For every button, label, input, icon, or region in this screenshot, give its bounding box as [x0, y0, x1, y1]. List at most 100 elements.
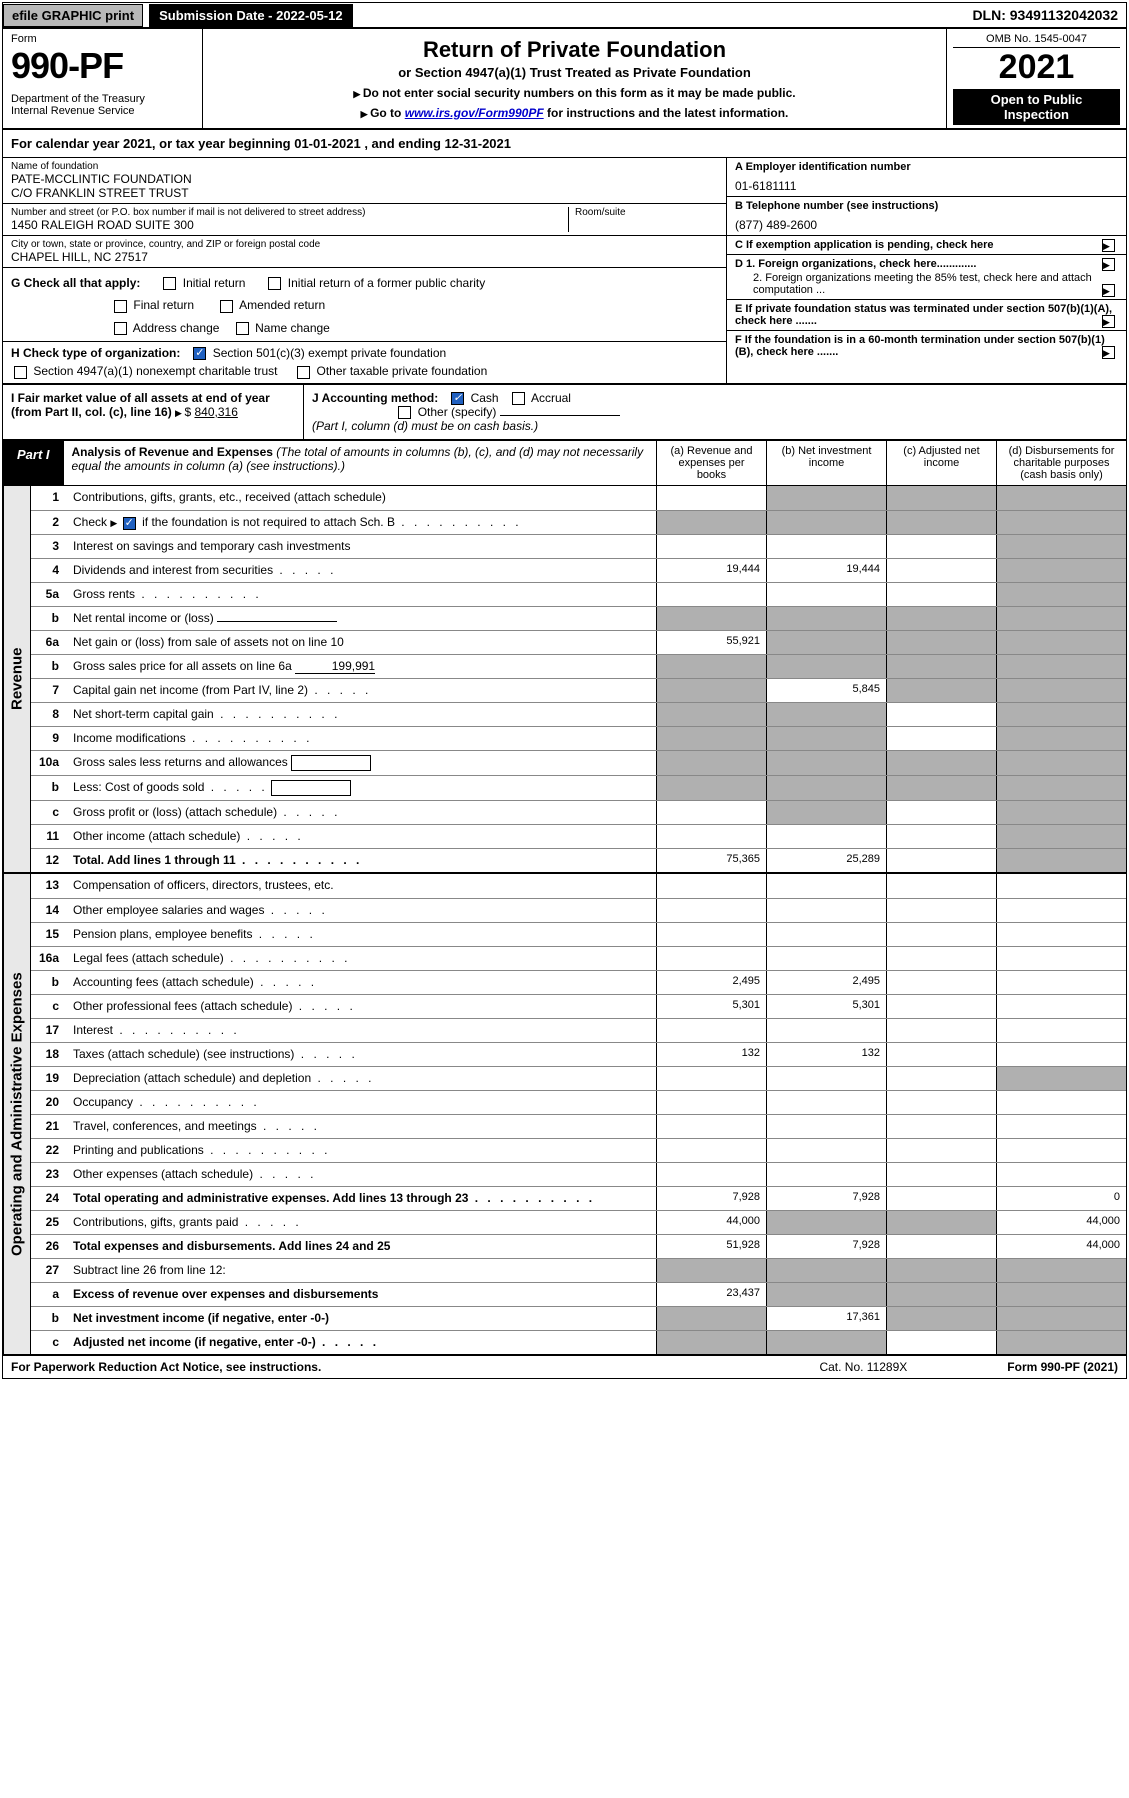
part1-title: Analysis of Revenue and Expenses — [72, 445, 273, 459]
line-num: b — [31, 655, 69, 678]
revenue-side-label: Revenue — [3, 486, 31, 872]
checkbox-amended[interactable] — [220, 300, 233, 313]
d1-label: D 1. Foreign organizations, check here..… — [735, 258, 976, 270]
checkbox-name-change[interactable] — [236, 322, 249, 335]
entity-right: A Employer identification number 01-6181… — [726, 158, 1126, 383]
efile-print-button[interactable]: efile GRAPHIC print — [3, 4, 143, 27]
checkbox-other-method[interactable] — [398, 406, 411, 419]
line-num: c — [31, 995, 69, 1018]
city-label: City or town, state or province, country… — [11, 239, 718, 250]
line-num: 3 — [31, 535, 69, 558]
instr-post: for instructions and the latest informat… — [544, 106, 789, 120]
line-num: 10a — [31, 751, 69, 775]
form-subtitle: or Section 4947(a)(1) Trust Treated as P… — [215, 65, 934, 80]
cell-value: 25,289 — [766, 849, 886, 872]
cell-value: 5,301 — [766, 995, 886, 1018]
checkbox-60month[interactable] — [1102, 346, 1115, 359]
line-num: 26 — [31, 1235, 69, 1258]
line-desc: Occupancy — [69, 1091, 656, 1114]
form-title-block: Return of Private Foundation or Section … — [203, 29, 946, 128]
line-desc: Capital gain net income (from Part IV, l… — [69, 679, 656, 702]
checkbox-accrual[interactable] — [512, 392, 525, 405]
e-cell: E If private foundation status was termi… — [727, 300, 1126, 331]
form-number: 990-PF — [11, 45, 194, 87]
checkbox-sch-b[interactable] — [123, 517, 136, 530]
cell-value: 0 — [996, 1187, 1126, 1210]
checkbox-foreign-org[interactable] — [1102, 258, 1115, 271]
checkbox-cash[interactable] — [451, 392, 464, 405]
revenue-rows: 1Contributions, gifts, grants, etc., rec… — [31, 486, 1126, 872]
line-desc: Contributions, gifts, grants paid — [69, 1211, 656, 1234]
line-desc: Other income (attach schedule) — [69, 825, 656, 848]
line-num: 20 — [31, 1091, 69, 1114]
checkbox-501c3[interactable] — [193, 347, 206, 360]
submission-date: Submission Date - 2022-05-12 — [149, 4, 353, 27]
line-desc: Gross sales price for all assets on line… — [69, 655, 656, 678]
line-desc: Income modifications — [69, 727, 656, 750]
checkbox-initial-former[interactable] — [268, 277, 281, 290]
line-desc: Net short-term capital gain — [69, 703, 656, 726]
line-desc: Pension plans, employee benefits — [69, 923, 656, 946]
checkbox-4947[interactable] — [14, 366, 27, 379]
checkbox-address-change[interactable] — [114, 322, 127, 335]
line-desc: Depreciation (attach schedule) and deple… — [69, 1067, 656, 1090]
foundation-name-cell: Name of foundation PATE-MCCLINTIC FOUNDA… — [3, 158, 726, 204]
form990pf-link[interactable]: www.irs.gov/Form990PF — [405, 106, 544, 120]
dept-treasury: Department of the Treasury Internal Reve… — [11, 93, 194, 117]
cell-value: 75,365 — [656, 849, 766, 872]
opt-final: Final return — [133, 298, 194, 312]
cell-value: 5,845 — [766, 679, 886, 702]
part1-header: Part I Analysis of Revenue and Expenses … — [3, 441, 1126, 486]
line-num: 24 — [31, 1187, 69, 1210]
line-num: c — [31, 801, 69, 824]
line-desc: Printing and publications — [69, 1139, 656, 1162]
line-num: 22 — [31, 1139, 69, 1162]
checkbox-terminated[interactable] — [1102, 315, 1115, 328]
cell-value: 7,928 — [766, 1187, 886, 1210]
line-desc: Total expenses and disbursements. Add li… — [69, 1235, 656, 1258]
line-num: 11 — [31, 825, 69, 848]
line-num: 1 — [31, 486, 69, 510]
cell-value: 55,921 — [656, 631, 766, 654]
entity-left: Name of foundation PATE-MCCLINTIC FOUNDA… — [3, 158, 726, 383]
dln: DLN: 93491132042032 — [964, 3, 1126, 27]
checkbox-final-return[interactable] — [114, 300, 127, 313]
line-desc: Contributions, gifts, grants, etc., rece… — [69, 486, 656, 510]
line-num: 23 — [31, 1163, 69, 1186]
j-cash: Cash — [471, 391, 499, 405]
j-other: Other (specify) — [418, 405, 497, 419]
h-row: H Check type of organization: Section 50… — [3, 341, 726, 362]
ij-row: I Fair market value of all assets at end… — [3, 384, 1126, 442]
form-header: Form 990-PF Department of the Treasury I… — [3, 29, 1126, 130]
line-num: 14 — [31, 899, 69, 922]
tax-year: 2021 — [953, 48, 1120, 87]
opt-amended: Amended return — [239, 298, 325, 312]
checkbox-other-taxable[interactable] — [297, 366, 310, 379]
city-cell: City or town, state or province, country… — [3, 236, 726, 268]
calendar-year-line: For calendar year 2021, or tax year begi… — [3, 130, 1126, 158]
phone: (877) 489-2600 — [735, 218, 1118, 232]
line-desc: Total operating and administrative expen… — [69, 1187, 656, 1210]
b-label: B Telephone number (see instructions) — [735, 200, 938, 212]
cell-value: 2,495 — [656, 971, 766, 994]
line-desc: Net rental income or (loss) — [69, 607, 656, 630]
h-label: H Check type of organization: — [11, 346, 180, 360]
opt-address: Address change — [133, 321, 220, 335]
top-bar: efile GRAPHIC print Submission Date - 20… — [3, 3, 1126, 29]
ein: 01-6181111 — [735, 179, 1118, 193]
checkbox-85pct[interactable] — [1102, 284, 1115, 297]
checkbox-exemption-pending[interactable] — [1102, 239, 1115, 252]
line-desc: Accounting fees (attach schedule) — [69, 971, 656, 994]
h-opt3: Other taxable private foundation — [317, 364, 488, 378]
g-check-row: G Check all that apply: Initial return I… — [3, 268, 726, 290]
j-note: (Part I, column (d) must be on cash basi… — [312, 419, 538, 433]
line-num: 19 — [31, 1067, 69, 1090]
cell-value: 2,495 — [766, 971, 886, 994]
ein-cell: A Employer identification number 01-6181… — [727, 158, 1126, 197]
f-cell: F If the foundation is in a 60-month ter… — [727, 331, 1126, 361]
expenses-table: Operating and Administrative Expenses 13… — [3, 874, 1126, 1356]
line-num: 4 — [31, 559, 69, 582]
j-cell: J Accounting method: Cash Accrual Other … — [303, 385, 1126, 440]
checkbox-initial-return[interactable] — [163, 277, 176, 290]
cell-value: 44,000 — [996, 1211, 1126, 1234]
